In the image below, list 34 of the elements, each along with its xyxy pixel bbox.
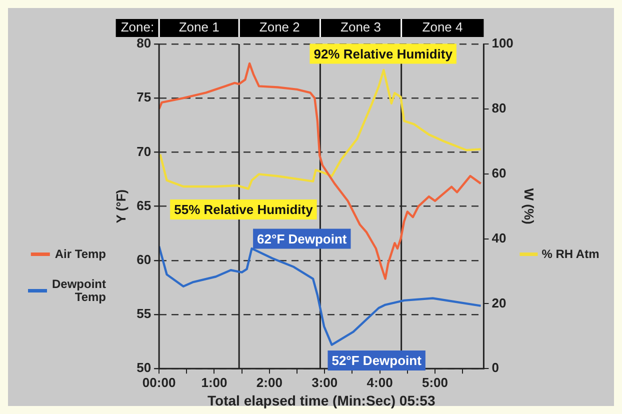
y2-tick-label: 80: [492, 100, 506, 116]
annotation: 52°F Dewpoint: [332, 353, 422, 368]
y2-tick-label: 20: [492, 295, 506, 310]
x-tick-label: 4:00: [366, 374, 393, 390]
y-axis-title: Y (°F): [113, 189, 128, 224]
text: Zone:: [120, 20, 154, 35]
annotation: 92% Relative Humidity: [314, 46, 454, 62]
x-tick-label: 5:00: [422, 374, 448, 390]
y-tick-label: 55: [136, 306, 152, 322]
legend-label: Dewpoint Temp: [52, 277, 106, 304]
legend-label: % RH Atm: [542, 247, 600, 262]
y-tick-label: 65: [136, 198, 152, 213]
text: Zone 2: [259, 20, 300, 35]
y-tick-label: 50: [136, 360, 152, 376]
annotation: 62°F Dewpoint: [257, 231, 348, 246]
x-tick-label: 3:00: [312, 374, 338, 390]
x-tick-label: 1:00: [201, 374, 228, 390]
legend-label: Air Temp: [54, 247, 106, 262]
y-tick-label: 70: [136, 144, 152, 159]
text: Zone 1: [178, 20, 220, 35]
annotation: 55% Relative Humidity: [174, 202, 314, 218]
y2-tick-label: 100: [492, 36, 514, 51]
text: Zone 3: [340, 20, 381, 35]
x-axis-title: Total elapsed time (Min:Sec) 05:53: [208, 392, 436, 408]
x-tick-label: 2:00: [256, 374, 282, 390]
y-tick-label: 75: [136, 90, 152, 105]
text: Zone 4: [422, 20, 463, 35]
y2-tick-label: 0: [492, 360, 499, 376]
y2-tick-label: 40: [492, 230, 506, 246]
y-tick-label: 60: [136, 252, 152, 267]
y2-tick-label: 60: [492, 165, 506, 180]
y2-axis-title: W (%): [522, 188, 537, 224]
x-tick-label: 00:00: [142, 374, 176, 390]
y-tick-label: 80: [136, 36, 152, 51]
